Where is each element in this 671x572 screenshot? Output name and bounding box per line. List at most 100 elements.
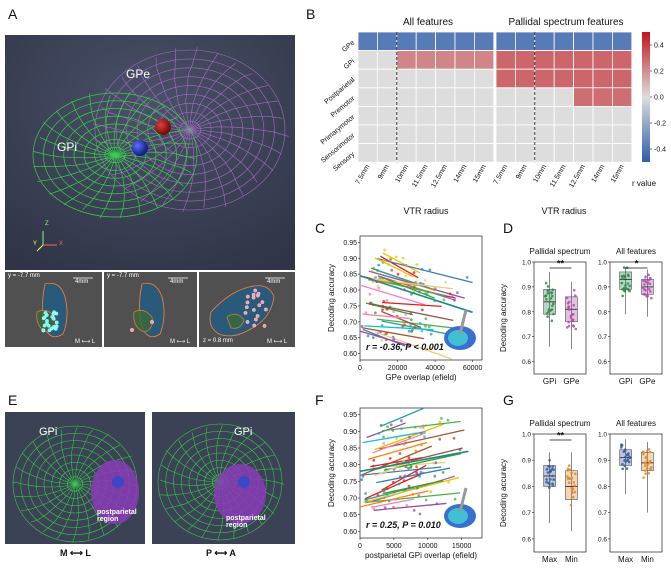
heatmap-cell (611, 106, 633, 126)
heatmap-cell (396, 31, 417, 52)
heatmap-xtick: 12.5mm (568, 164, 587, 190)
plot-frame (533, 433, 587, 553)
data-point (433, 474, 437, 478)
data-point (418, 512, 422, 516)
data-point (399, 468, 402, 472)
subject-regression-line (374, 331, 453, 360)
heatmap-xtick: 15mm (472, 164, 488, 184)
data-point (415, 471, 419, 474)
data-point (572, 325, 576, 328)
heatmap-cell (357, 31, 378, 52)
heatmap-cell (415, 124, 436, 145)
boxplot-group: Pallidal spectrum 0.6 0.7 0.8 0.9 1.0 Max Min ** (522, 419, 591, 564)
contact-dot (43, 311, 48, 315)
data-point (426, 290, 430, 294)
subject-regression-line (362, 431, 426, 444)
data-point (409, 464, 413, 468)
subject-regression-line (377, 275, 435, 299)
panel-letter-f: F (315, 392, 324, 408)
contact-dot (245, 300, 250, 305)
data-point (441, 471, 445, 474)
contact-dot (253, 288, 258, 293)
data-point (448, 400, 451, 403)
data-point (404, 465, 408, 469)
data-point (552, 478, 555, 481)
data-point (643, 461, 646, 465)
data-point (452, 436, 456, 440)
subject-regression-line (361, 284, 426, 306)
data-point (405, 264, 408, 268)
data-point (420, 308, 424, 312)
contact-dot (51, 325, 56, 329)
data-point (423, 278, 427, 282)
heatmap-left-xlabel: VTR radius (403, 206, 449, 216)
heatmap-cell (514, 143, 536, 163)
y-axis-label: Decoding accuracy (327, 264, 336, 332)
data-point (552, 302, 555, 305)
data-point (642, 452, 645, 456)
heatmap-ytick: GPe (341, 39, 356, 53)
data-point (389, 257, 393, 260)
subject-regression-line (382, 252, 421, 274)
data-point (573, 490, 577, 494)
axis-y-label: Y (33, 241, 38, 247)
data-point (624, 460, 628, 463)
data-point (646, 463, 649, 466)
heatmap-cell (435, 106, 456, 126)
ytick-label: 0.8 (522, 309, 531, 316)
data-point (626, 282, 630, 285)
data-point (551, 288, 554, 291)
data-point (625, 467, 629, 470)
inset-pallidum-inner (448, 330, 468, 346)
category-label: GPi (543, 377, 557, 386)
heatmap-cell (473, 124, 495, 145)
category-label: GPe (639, 377, 656, 386)
ytick-label: 0.65 (343, 512, 357, 519)
y-axis-label: Decoding accuracy (499, 459, 508, 527)
inset-electrode (458, 487, 468, 513)
panel-letter-d: D (503, 220, 514, 236)
data-point (408, 435, 411, 439)
boxplot-title: All features (616, 419, 656, 428)
heatmap-cell (415, 68, 436, 89)
data-point (628, 284, 631, 288)
subject-regression-line (364, 486, 415, 501)
contact-dot (243, 311, 248, 315)
data-point (545, 467, 549, 471)
heatmap-xtick: 15mm (610, 164, 626, 184)
data-point (565, 296, 569, 300)
subject-lines (360, 248, 473, 360)
heatmap-ytick: GPi (343, 58, 357, 71)
inset-electrode (458, 309, 468, 335)
data-point (424, 324, 427, 328)
contact-dot (255, 314, 260, 318)
subject-regression-line (362, 313, 410, 320)
contact-dot (51, 312, 56, 316)
data-point (548, 486, 551, 489)
data-point (572, 481, 575, 484)
data-point (396, 272, 400, 276)
panel-letter-e: E (8, 392, 18, 408)
data-point (546, 471, 550, 474)
data-point (551, 474, 554, 478)
ytick-label: 0.85 (343, 272, 357, 279)
heatmap-cell (611, 87, 633, 107)
xtick-label: 40000 (425, 365, 445, 372)
heatmap-xtick: 10mm (394, 164, 410, 184)
heatmap-cell (473, 87, 495, 107)
inset-pallidum-inner (448, 508, 468, 524)
data-point (544, 281, 548, 285)
plot-frame (609, 433, 663, 553)
data-point (621, 463, 624, 466)
colorbar (642, 32, 650, 162)
data-point (571, 487, 575, 490)
data-point (623, 276, 627, 279)
data-point (643, 293, 647, 296)
heatmap-cell (611, 68, 633, 89)
data-point (428, 268, 432, 272)
contact-dot (51, 316, 56, 321)
heatmap-cell (514, 68, 536, 89)
heatmap-cell (553, 143, 574, 163)
heatmap-cell (435, 124, 456, 145)
heatmap-cell (435, 50, 456, 70)
